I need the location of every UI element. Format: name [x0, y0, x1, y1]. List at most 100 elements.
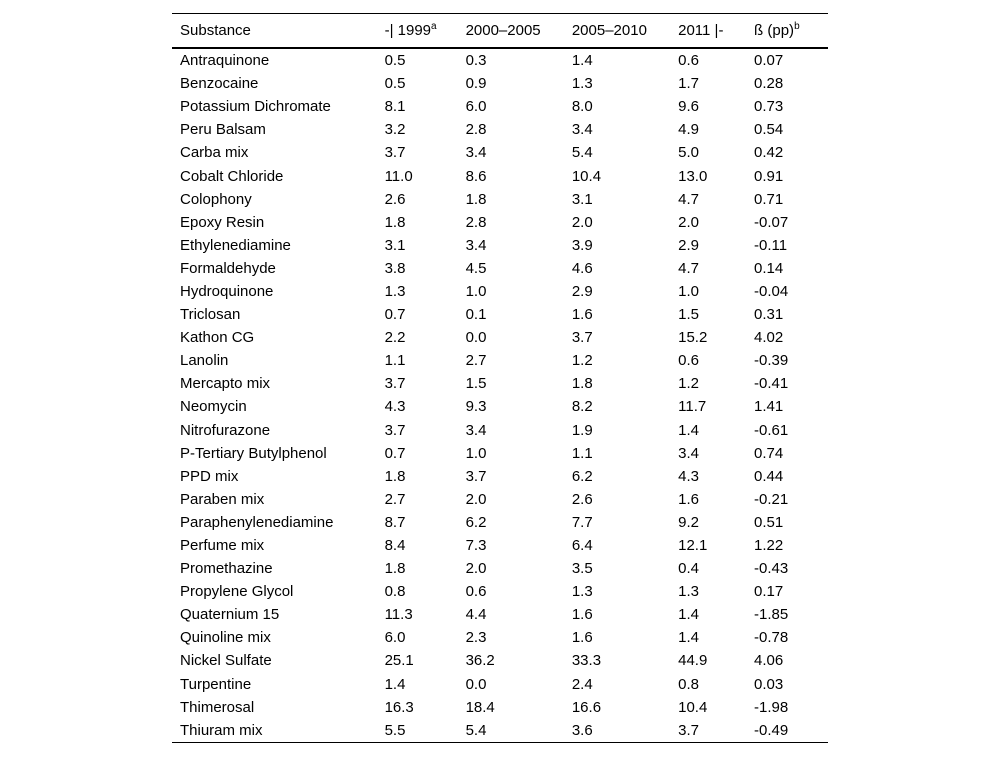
value-cell-beta-pp: -0.43 [754, 560, 789, 578]
value-cell-2005-2010: 3.4 [571, 121, 593, 139]
substance-cell: Quaternium 15 [180, 606, 280, 624]
value-cell-pre-1999: 1.1 [384, 352, 406, 370]
value-cell-2011-on: 0.4 [678, 560, 699, 578]
value-cell-2011-on: 1.4 [678, 629, 699, 647]
value-cell-beta-pp: -0.39 [754, 352, 789, 370]
value-cell-pre-1999: 0.7 [384, 444, 406, 462]
value-cell-2011-on: 12.1 [678, 537, 708, 555]
value-cell-beta-pp: -0.61 [754, 421, 789, 439]
table-row: PPD mix 1.8 3.7 6.2 4.3 0.44 [172, 465, 828, 488]
value-cell-beta-pp: 4.06 [754, 652, 784, 670]
value-cell-2000-2005: 3.4 [465, 421, 487, 439]
table-row: Ethylenediamine 3.1 3.4 3.9 2.9 -0.11 [172, 234, 828, 257]
table-row: Perfume mix 8.4 7.3 6.4 12.1 1.22 [172, 534, 828, 557]
table-row: P-Tertiary Butylphenol 0.7 1.0 1.1 3.4 0… [172, 442, 828, 465]
value-cell-2000-2005: 2.8 [465, 213, 487, 231]
value-cell-2000-2005: 1.0 [465, 444, 487, 462]
value-cell-2011-on: 1.4 [678, 421, 699, 439]
value-cell-2005-2010: 2.4 [571, 675, 593, 693]
value-cell-2011-on: 1.5 [678, 306, 699, 324]
value-cell-2011-on: 2.0 [678, 213, 699, 231]
value-cell-2011-on: 5.0 [678, 144, 699, 162]
footnote-marker-a: a [431, 21, 437, 32]
table-row: Lanolin 1.1 2.7 1.2 0.6 -0.39 [172, 349, 828, 372]
value-cell-pre-1999: 25.1 [384, 652, 414, 670]
col-header-label: 2000–2005 [465, 22, 541, 39]
value-cell-beta-pp: -0.78 [754, 629, 789, 647]
value-cell-2000-2005: 2.7 [465, 352, 487, 370]
value-cell-pre-1999: 2.7 [384, 490, 406, 508]
value-cell-2011-on: 11.7 [678, 398, 707, 416]
value-cell-2005-2010: 5.4 [571, 144, 593, 162]
value-cell-2011-on: 3.7 [678, 721, 699, 739]
value-cell-beta-pp: 0.31 [754, 306, 784, 324]
substance-cell: Paraben mix [180, 490, 265, 508]
value-cell-2011-on: 1.3 [678, 583, 699, 601]
value-cell-beta-pp: 0.14 [754, 259, 784, 277]
value-cell-2005-2010: 6.2 [571, 467, 593, 485]
value-cell-2000-2005: 6.0 [465, 98, 487, 116]
value-cell-2000-2005: 9.3 [465, 398, 487, 416]
value-cell-beta-pp: -0.11 [754, 236, 788, 254]
value-cell-2005-2010: 1.3 [571, 583, 593, 601]
value-cell-beta-pp: -0.07 [754, 213, 789, 231]
substance-cell: Lanolin [180, 352, 229, 370]
value-cell-2000-2005: 2.0 [465, 560, 487, 578]
table-row: Propylene Glycol 0.8 0.6 1.3 1.3 0.17 [172, 580, 828, 603]
value-cell-beta-pp: 0.44 [754, 467, 784, 485]
table-row: Promethazine 1.8 2.0 3.5 0.4 -0.43 [172, 557, 828, 580]
value-cell-2011-on: 1.2 [678, 375, 699, 393]
value-cell-pre-1999: 1.3 [384, 282, 406, 300]
value-cell-beta-pp: -0.41 [754, 375, 789, 393]
value-cell-2011-on: 1.6 [678, 490, 699, 508]
substance-cell: Thimerosal [180, 698, 255, 716]
value-cell-2000-2005: 3.7 [465, 467, 487, 485]
value-cell-2005-2010: 1.9 [571, 421, 593, 439]
value-cell-2000-2005: 1.5 [465, 375, 487, 393]
value-cell-2000-2005: 0.9 [465, 75, 487, 93]
table-row: Quinoline mix 6.0 2.3 1.6 1.4 -0.78 [172, 626, 828, 649]
value-cell-pre-1999: 3.7 [384, 421, 406, 439]
value-cell-2011-on: 0.6 [678, 52, 699, 70]
substance-cell: Neomycin [180, 398, 247, 416]
value-cell-2005-2010: 10.4 [571, 167, 602, 185]
value-cell-2005-2010: 4.6 [571, 259, 593, 277]
value-cell-2000-2005: 3.4 [465, 144, 487, 162]
value-cell-2000-2005: 0.0 [465, 329, 487, 347]
value-cell-2005-2010: 2.6 [571, 490, 593, 508]
value-cell-beta-pp: 1.22 [754, 537, 784, 555]
value-cell-2000-2005: 4.4 [465, 606, 487, 624]
value-cell-pre-1999: 3.7 [384, 375, 406, 393]
col-header-label: ß (pp) [754, 22, 795, 39]
value-cell-2000-2005: 0.0 [465, 675, 487, 693]
substance-cell: Quinoline mix [180, 629, 271, 647]
value-cell-2000-2005: 8.6 [465, 167, 487, 185]
table-row: Benzocaine 0.5 0.9 1.3 1.7 0.28 [172, 72, 828, 95]
substance-cell: P-Tertiary Butylphenol [180, 444, 327, 462]
header-row: Substance -| 1999a 2000–2005 2005–2010 2… [172, 14, 828, 48]
value-cell-2011-on: 4.9 [678, 121, 699, 139]
table-row: Peru Balsam 3.2 2.8 3.4 4.9 0.54 [172, 118, 828, 141]
value-cell-2011-on: 15.2 [678, 329, 708, 347]
table-row: Paraben mix 2.7 2.0 2.6 1.6 -0.21 [172, 488, 828, 511]
substance-cell: Cobalt Chloride [180, 167, 284, 185]
value-cell-2005-2010: 1.4 [571, 52, 593, 70]
value-cell-pre-1999: 3.1 [384, 236, 406, 254]
value-cell-pre-1999: 11.3 [384, 606, 413, 624]
substance-cell: PPD mix [180, 467, 239, 485]
value-cell-beta-pp: 0.73 [754, 98, 784, 116]
substance-cell: Hydroquinone [180, 282, 274, 300]
value-cell-pre-1999: 8.1 [384, 98, 406, 116]
value-cell-pre-1999: 6.0 [384, 629, 406, 647]
value-cell-2000-2005: 0.3 [465, 52, 487, 70]
table-row: Formaldehyde 3.8 4.5 4.6 4.7 0.14 [172, 257, 828, 280]
value-cell-pre-1999: 16.3 [384, 698, 414, 716]
value-cell-2005-2010: 1.8 [571, 375, 593, 393]
substance-cell: Paraphenylenediamine [180, 513, 334, 531]
value-cell-2000-2005: 1.8 [465, 190, 487, 208]
col-header-label: 2011 |- [678, 22, 724, 39]
value-cell-pre-1999: 3.2 [384, 121, 406, 139]
value-cell-pre-1999: 1.8 [384, 467, 406, 485]
substance-cell: Benzocaine [180, 75, 259, 93]
value-cell-pre-1999: 0.8 [384, 583, 406, 601]
